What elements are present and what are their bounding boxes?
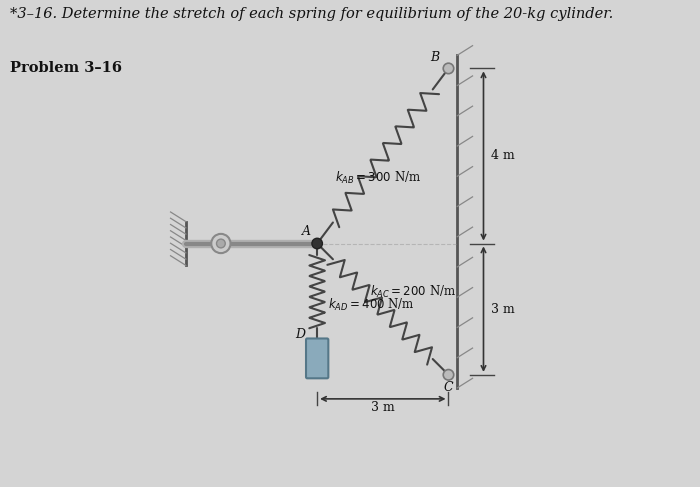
Circle shape [216,239,225,248]
Circle shape [312,238,323,249]
Circle shape [211,234,230,253]
Text: 4 m: 4 m [491,150,515,163]
Text: 3 m: 3 m [371,401,395,414]
Text: $k_{AC} = 200$ N/m: $k_{AC} = 200$ N/m [370,283,456,300]
Text: A: A [302,225,311,238]
Text: $k_{AD} = 400$ N/m: $k_{AD} = 400$ N/m [328,297,415,313]
Text: *3–16. Determine the stretch of each spring for equilibrium of the 20-kg cylinde: *3–16. Determine the stretch of each spr… [10,7,614,21]
FancyBboxPatch shape [306,338,328,378]
Text: D: D [295,328,305,340]
Circle shape [443,370,454,380]
Circle shape [443,63,454,74]
Text: C: C [443,381,453,394]
Text: 3 m: 3 m [491,302,515,316]
Text: Problem 3–16: Problem 3–16 [10,61,122,75]
Text: B: B [430,51,439,63]
Text: $k_{AB} = 300$ N/m: $k_{AB} = 300$ N/m [335,170,421,186]
